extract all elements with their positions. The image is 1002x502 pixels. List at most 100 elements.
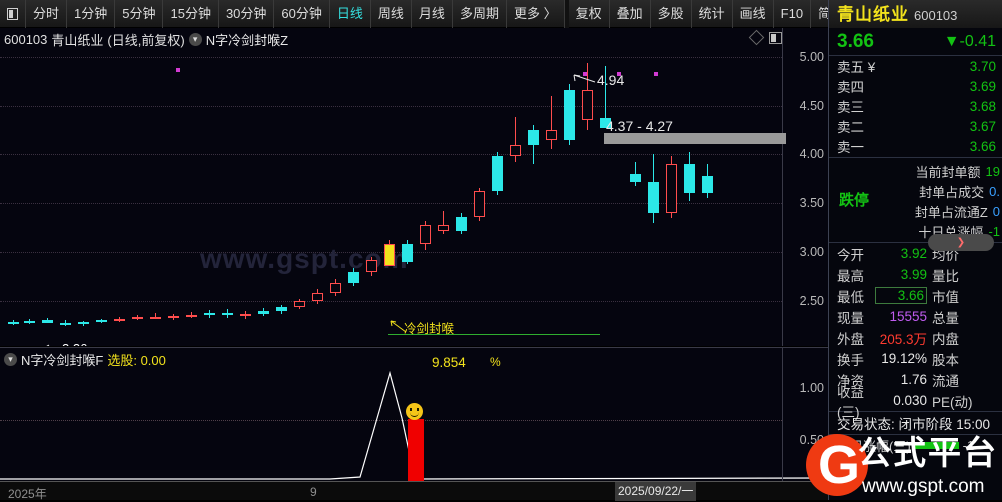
panel-toggle-icon [7,7,18,20]
chevron-down-icon[interactable]: ▾ [4,353,17,366]
chart-indicator-name[interactable]: N字冷剑封喉Z [205,33,289,48]
candlestick [582,62,593,130]
toolbar-item-more[interactable]: 更多 〉 [507,0,565,28]
candlestick [666,156,677,218]
chart-gridline [0,105,782,107]
stat-value: 19.12% [881,351,927,366]
toolbar-item-diejia[interactable]: 叠加 [610,0,651,28]
candlestick [456,212,467,235]
candlestick [96,318,107,324]
price-axis-tick: 2.50 [799,293,824,308]
quote-stat-row: 今开 3.92 均价 [829,243,1002,264]
stat-value: 15555 [889,309,927,324]
stat-value: 1.76 [900,372,927,387]
toolbar-item-fenshi[interactable]: 分时 [26,0,68,28]
trade-status-text: 交易状态: 闭市阶段 15:00 [829,411,1002,435]
quote-panel[interactable]: 青山纸业 600103 3.66 ▼-0.41 卖五 ¥ 3.70 卖四 3.6… [828,0,1002,500]
candlestick [630,162,641,186]
candlestick [438,211,449,235]
low-price-arrow-icon [46,344,50,346]
stat-value: 0.030 [893,393,927,408]
fengdan-value: -1 [988,223,1000,239]
candlestick [276,304,287,314]
diamond-icon[interactable] [748,29,765,46]
ask-label: 卖五 ¥ [837,60,876,75]
indicator-panel-name[interactable]: N字冷剑封喉F [21,353,104,368]
high-price-label: 4.94 [597,72,625,88]
quote-ask-row[interactable]: 卖二 3.67 [829,116,1002,136]
toolbar-item-15min[interactable]: 15分钟 [163,0,219,28]
stat-value: 205.3万 [879,331,927,347]
candlestick [366,256,377,276]
fengdan-row: 当前封单额 19 [829,161,1002,181]
chart-stock-name: 青山纸业 [51,33,104,48]
tenday-bar [914,441,959,449]
signal-arrow-icon [390,320,407,333]
toolbar-item-5min[interactable]: 5分钟 [115,0,164,28]
stat-label-secondary: PE(动) [932,394,973,410]
fengdan-row: 封单占成交 0. [829,181,1002,201]
limit-down-block: 跌停 当前封单额 19 封单占成交 0. 封单占流通Z 0 十日总涨幅 -1 ❯ [829,159,1002,251]
chevron-down-icon[interactable]: ▾ [188,33,202,46]
candlestick [528,125,539,165]
chevron-down-icon[interactable]: ❯ [928,234,994,251]
chart-gridline [0,154,782,156]
price-range-label: 4.37 - 4.27 [606,118,673,134]
toolbar-item-30min[interactable]: 30分钟 [219,0,275,28]
limit-down-tag: 跌停 [839,192,870,209]
quote-stat-row: 收益(三) 0.030 PE(动) [829,385,1002,420]
panel-toggle-button[interactable] [0,0,26,28]
quote-ask-row[interactable]: 卖四 3.69 [829,76,1002,96]
toolbar-item-1min[interactable]: 1分钟 [67,0,116,28]
indicator-axis: 1.00 0.50 [782,348,828,481]
candlestick [420,220,431,251]
quote-stat-row: 最低 3.66 市值 [829,285,1002,306]
ask-label: 卖四 [837,80,864,95]
toolbar-item-monthly[interactable]: 月线 [412,0,453,28]
fengdan-label: 当前封单额 [915,164,981,180]
stat-label-secondary: 均价 [932,247,959,263]
toolbar-item-f10[interactable]: F10 [774,0,812,28]
candlestick [546,95,557,150]
candlestick [222,308,233,318]
quote-stock-name: 青山纸业 [837,5,909,24]
toolbar-item-weekly[interactable]: 周线 [371,0,412,28]
toolbar-item-daily[interactable]: 日线 [330,0,371,28]
candlestick [294,298,305,309]
ask-value: 3.68 [969,98,996,114]
toolbar-item-duogu[interactable]: 多股 [651,0,692,28]
candlestick [258,307,269,316]
quote-header: 青山纸业 600103 [829,0,1002,28]
quote-stat-row: 外盘 205.3万 内盘 [829,327,1002,348]
price-range-band [604,133,786,144]
ask-value: 3.70 [969,58,996,74]
smiley-face-icon [406,403,423,420]
ask-label: 卖一 [837,140,864,155]
main-candlestick-chart[interactable]: 600103 青山纸业 (日线,前复权) ▾ N字冷剑封喉Z www.gspt.… [0,28,828,346]
toolbar-item-multiperiod[interactable]: 多周期 [453,0,507,28]
layout-icon[interactable] [769,32,782,44]
quote-ask-row[interactable]: 卖三 3.68 [829,96,1002,116]
signal-dot [654,72,658,76]
toolbar-item-tongji[interactable]: 统计 [692,0,733,28]
chart-gridline [0,203,782,205]
toolbar-item-huaxian[interactable]: 画线 [733,0,774,28]
toolbar-item-60min[interactable]: 60分钟 [274,0,330,28]
quote-divider [829,157,1002,158]
candlestick [564,84,575,145]
signal-dot [176,68,180,72]
indicator-unit-label: % [490,355,501,369]
indicator-gridline [0,420,782,421]
stat-label: 净资 [837,373,864,389]
price-axis-tick: 4.50 [799,98,824,113]
fengdan-value: 0. [989,183,1000,199]
candlestick [684,152,695,202]
chart-code: 600103 [4,32,48,47]
quote-stats-grid: 今开 3.92 均价 最高 3.99 量比 最低 3.66 市值 现量 15555 总量 外盘 205.3… [829,243,1002,420]
toolbar-item-fuquan[interactable]: 复权 [569,0,610,28]
quote-ask-row[interactable]: 卖一 3.66 [829,136,1002,156]
quote-ask-row[interactable]: 卖五 ¥ 3.70 [829,56,1002,76]
stat-label-secondary: 股本 [932,352,959,368]
stat-label-secondary: 总量 [932,310,959,326]
candlestick [600,66,611,128]
